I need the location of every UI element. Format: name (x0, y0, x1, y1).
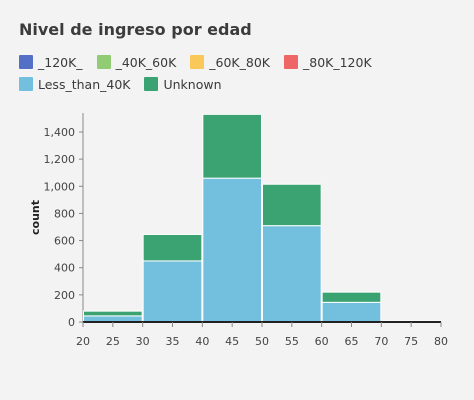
bar-segment (142, 233, 203, 262)
legend: _120K_ _40K_60K _60K_80K _80K_120K Less_than… (19, 54, 459, 92)
x-tick-label: 45 (225, 335, 239, 348)
legend-label: _80K_120K (303, 54, 372, 70)
x-tick-label: 60 (315, 335, 329, 348)
legend-swatch (19, 77, 33, 91)
legend-item[interactable]: Less_than_40K (19, 76, 130, 92)
legend-item[interactable]: _80K_120K (284, 54, 372, 70)
y-tick-label: 400 (54, 262, 75, 275)
legend-label: _120K_ (38, 54, 83, 70)
y-tick-label: 0 (68, 316, 75, 329)
x-tick-label: 30 (136, 335, 150, 348)
bar-segment (321, 291, 382, 303)
bar-segment (202, 177, 262, 323)
x-tick-label: 75 (404, 335, 418, 348)
chart-title: Nivel de ingreso por edad (19, 20, 252, 39)
legend-item[interactable]: _40K_60K (96, 54, 177, 70)
bar-segment (83, 310, 143, 317)
bar-segment (262, 225, 322, 323)
y-tick-label: 1,200 (44, 153, 76, 166)
legend-swatch (284, 55, 298, 69)
bar-segment (321, 301, 382, 323)
y-tick-label: 1,400 (44, 126, 76, 139)
x-tick-label: 80 (434, 335, 448, 348)
legend-swatch (190, 55, 205, 69)
y-tick-label: 1,000 (44, 180, 76, 193)
legend-label: Unknown (163, 76, 222, 92)
y-tick-label: 200 (54, 289, 75, 302)
legend-swatch (96, 55, 111, 69)
x-tick-label: 35 (166, 335, 180, 348)
x-tick-label: 55 (285, 335, 299, 348)
x-tick-label: 50 (255, 335, 269, 348)
x-tick-label: 25 (106, 335, 120, 348)
bar-segment (262, 183, 322, 227)
x-tick-label: 40 (195, 335, 209, 348)
legend-item[interactable]: _120K_ (19, 54, 83, 70)
x-tick-label: 65 (345, 335, 359, 348)
legend-swatch (144, 77, 159, 91)
y-tick-label: 600 (54, 235, 75, 248)
legend-item[interactable]: _60K_80K (190, 54, 270, 70)
x-tick-label: 70 (374, 335, 388, 348)
y-tick-label: 800 (54, 207, 75, 220)
y-axis-label: count (29, 200, 42, 235)
legend-item[interactable]: Unknown (144, 76, 222, 92)
legend-label: _60K_80K (209, 54, 270, 70)
legend-label: _40K_60K (115, 54, 177, 70)
x-tick-label: 20 (76, 335, 90, 348)
legend-label: Less_than_40K (38, 76, 131, 92)
bar-segment (142, 260, 203, 323)
bar-segment (202, 113, 262, 179)
legend-swatch (19, 55, 33, 69)
